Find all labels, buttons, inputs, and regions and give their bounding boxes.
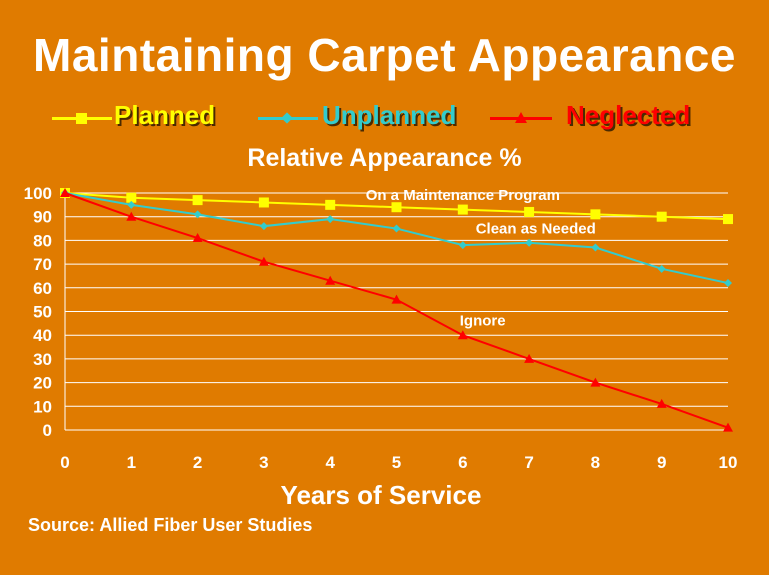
- series-unplanned: [61, 189, 732, 288]
- legend-label-unplanned: Unplanned: [322, 100, 457, 130]
- data-point-unplanned: [724, 279, 732, 288]
- data-point-neglected: [524, 353, 535, 363]
- data-point-unplanned: [591, 243, 600, 252]
- x-tick-label: 3: [259, 453, 268, 472]
- legend-item-planned: Planned: [52, 100, 242, 136]
- legend-item-unplanned: Unplanned: [258, 100, 478, 136]
- data-point-neglected: [325, 275, 336, 285]
- y-axis-tick-labels: 0 10 20 30 40 50 60 70 80 90 100: [24, 184, 52, 440]
- data-point-neglected: [656, 398, 667, 408]
- y-tick-label: 80: [33, 231, 52, 250]
- y-tick-label: 0: [43, 421, 52, 440]
- y-tick-label: 70: [33, 255, 52, 274]
- x-tick-label: 7: [524, 453, 533, 472]
- source-note: Source: Allied Fiber User Studies: [28, 515, 313, 535]
- data-point-unplanned: [525, 238, 534, 247]
- chart-annotation: Clean as Needed: [476, 220, 596, 237]
- chart-annotation: Ignore: [460, 313, 506, 330]
- data-point-planned: [258, 197, 269, 208]
- y-tick-label: 30: [33, 350, 52, 369]
- x-axis-tick-labels: 0 1 2 3 4 5 6 7 8 9 10: [60, 453, 737, 472]
- chart-title: Relative Appearance %: [247, 144, 522, 172]
- x-tick-label: 8: [591, 453, 600, 472]
- chart-annotation: On a Maintenance Program: [366, 187, 560, 204]
- data-point-neglected: [457, 330, 468, 340]
- legend-marker-square-icon: [76, 113, 87, 124]
- data-point-planned: [656, 211, 667, 222]
- data-point-unplanned: [326, 215, 335, 224]
- data-point-neglected: [126, 211, 137, 221]
- x-tick-label: 10: [719, 453, 738, 472]
- data-point-neglected: [258, 256, 269, 266]
- data-point-unplanned: [458, 241, 467, 250]
- y-tick-label: 90: [33, 208, 52, 227]
- x-tick-label: 2: [193, 453, 202, 472]
- data-point-neglected: [391, 294, 402, 304]
- chart-series: [60, 188, 733, 432]
- chart-gridlines: [64, 192, 728, 431]
- y-tick-label: 50: [33, 303, 52, 322]
- x-tick-label: 6: [458, 453, 467, 472]
- data-point-neglected: [723, 422, 733, 432]
- legend-marker-triangle-icon: [515, 112, 527, 123]
- legend-label-planned: Planned: [114, 100, 216, 130]
- y-tick-label: 100: [24, 184, 52, 203]
- x-tick-label: 1: [127, 453, 136, 472]
- chart-legend: Planned Unplanned Neglected: [0, 100, 769, 136]
- data-point-unplanned: [193, 210, 202, 219]
- data-point-neglected: [590, 377, 601, 387]
- y-tick-label: 20: [33, 374, 52, 393]
- data-point-neglected: [60, 188, 70, 197]
- chart-annotations: On a Maintenance Program Clean as Needed I…: [366, 187, 596, 330]
- x-tick-label: 0: [60, 453, 69, 472]
- data-point-planned: [723, 214, 733, 225]
- data-point-planned: [192, 195, 203, 206]
- data-point-planned: [126, 192, 137, 203]
- data-point-planned: [590, 209, 601, 220]
- data-point-neglected: [192, 233, 203, 243]
- legend-item-neglected: Neglected: [490, 100, 720, 136]
- y-tick-label: 60: [33, 279, 52, 298]
- data-point-planned: [524, 206, 535, 217]
- data-point-planned: [457, 204, 468, 215]
- x-tick-label: 9: [657, 453, 666, 472]
- series-planned: [60, 188, 733, 225]
- x-tick-label: 4: [325, 453, 335, 472]
- data-point-planned: [325, 199, 336, 210]
- y-tick-label: 40: [33, 326, 52, 345]
- page-title: Maintaining Carpet Appearance: [33, 29, 736, 81]
- data-point-unplanned: [657, 264, 666, 273]
- data-point-unplanned: [127, 200, 136, 209]
- x-axis-label: Years of Service: [281, 480, 482, 510]
- y-tick-label: 10: [33, 397, 52, 416]
- series-neglected: [60, 188, 733, 432]
- legend-label-neglected: Neglected: [566, 100, 691, 130]
- data-point-planned: [391, 202, 402, 213]
- data-point-unplanned: [259, 222, 268, 231]
- x-tick-label: 5: [392, 453, 401, 472]
- data-point-unplanned: [392, 224, 401, 233]
